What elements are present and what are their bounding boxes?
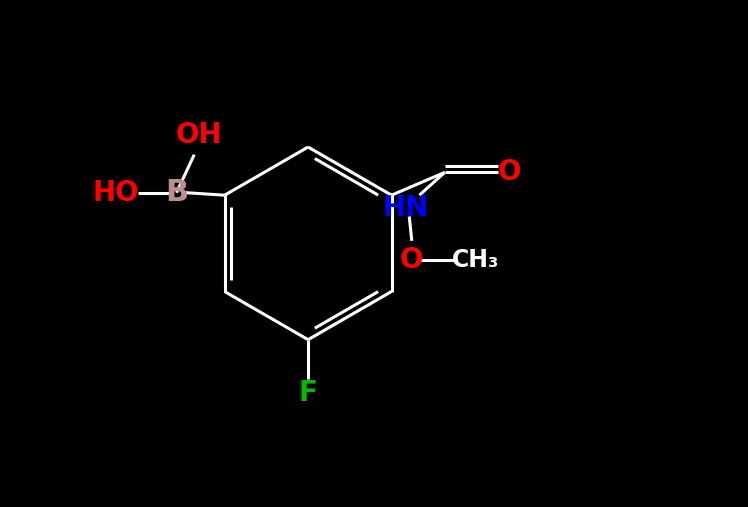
Text: HO: HO <box>92 178 139 207</box>
Text: B: B <box>165 178 188 207</box>
Text: O: O <box>400 246 423 274</box>
Text: HN: HN <box>382 194 429 222</box>
Text: CH₃: CH₃ <box>452 248 499 272</box>
Text: OH: OH <box>176 121 223 150</box>
Text: O: O <box>497 158 521 187</box>
Text: F: F <box>298 379 318 407</box>
